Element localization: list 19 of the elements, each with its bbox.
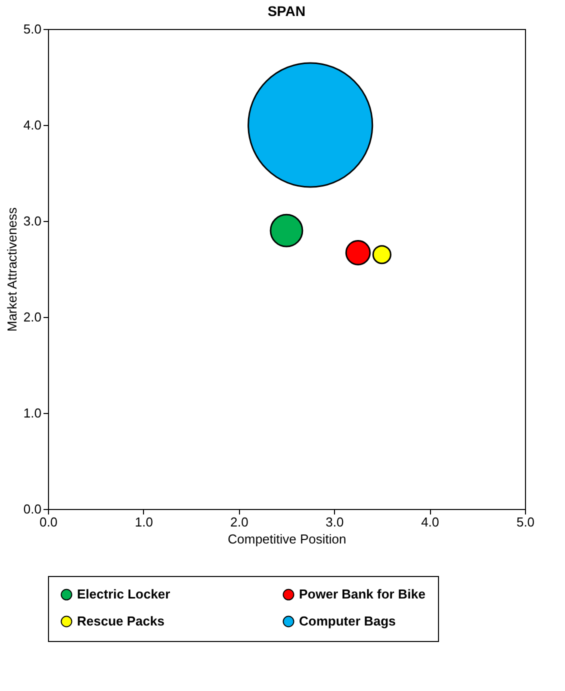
- y-tick-label: 5.0: [23, 22, 42, 36]
- y-tick-label: 1.0: [23, 406, 42, 420]
- y-tick-label: 0.0: [23, 502, 42, 516]
- legend-label: Computer Bags: [299, 614, 396, 628]
- x-tick-label: 3.0: [326, 514, 344, 530]
- legend-label: Rescue Packs: [77, 614, 164, 628]
- y-tick-label: 2.0: [23, 310, 42, 324]
- x-tick-label: 4.0: [421, 514, 440, 530]
- x-tick-label: 0.0: [39, 514, 58, 530]
- x-tick-label: 5.0: [516, 514, 535, 530]
- y-axis-title: Market Attractiveness: [4, 206, 20, 332]
- x-tick-label: 1.0: [134, 514, 153, 530]
- chart-title: SPAN: [268, 3, 306, 19]
- y-tick-label: 4.0: [23, 118, 42, 132]
- legend-label: Power Bank for Bike: [299, 586, 426, 602]
- legend-label: Electric Locker: [77, 586, 170, 602]
- x-axis-title: Competitive Position: [228, 532, 346, 546]
- x-tick-label: 2.0: [230, 514, 248, 530]
- y-tick-label: 3.0: [23, 214, 42, 228]
